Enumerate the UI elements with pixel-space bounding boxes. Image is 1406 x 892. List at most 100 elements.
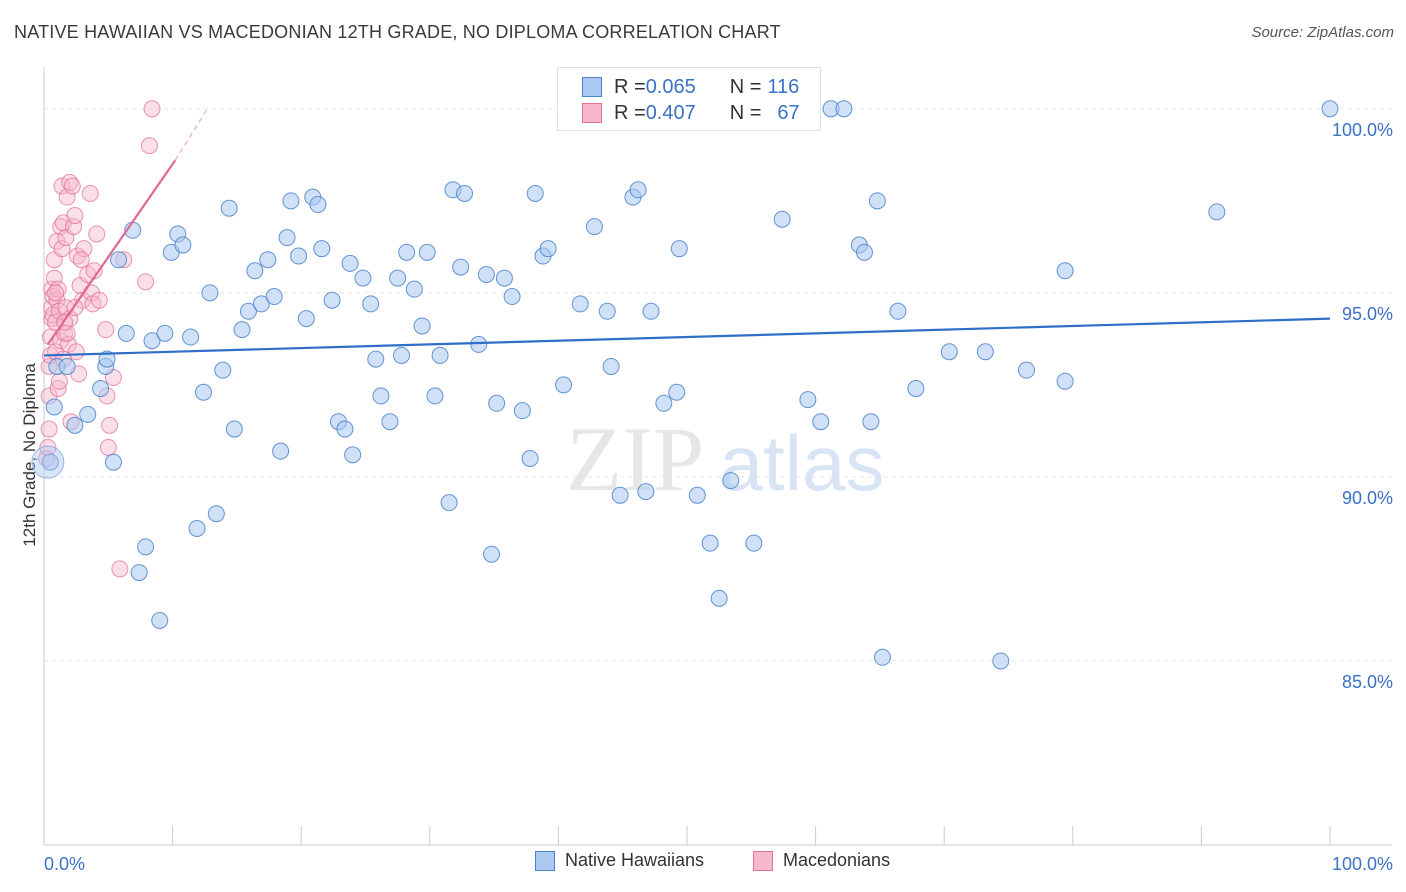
data-point-native-hawaiians: [344, 446, 362, 464]
data-point-native-hawaiians: [426, 387, 444, 405]
data-point-native-hawaiians: [571, 295, 589, 313]
data-point-native-hawaiians: [130, 564, 148, 582]
data-point-macedonians: [140, 137, 158, 155]
trend-lines: [43, 108, 1331, 357]
y-tick-label: 90.0%: [1342, 488, 1393, 508]
data-point-native-hawaiians: [98, 350, 116, 368]
data-point-native-hawaiians: [452, 258, 470, 276]
data-point-macedonians: [45, 269, 63, 287]
data-point-macedonians: [99, 438, 117, 456]
data-point-native-hawaiians: [670, 240, 688, 258]
data-point-native-hawaiians: [745, 534, 763, 552]
y-tick-label: 85.0%: [1342, 672, 1393, 692]
legend-r-label: R =: [614, 75, 646, 98]
x-tick-label: 100.0%: [1332, 854, 1393, 874]
legend-n-value: 67: [777, 101, 800, 124]
data-point-native-hawaiians: [710, 589, 728, 607]
data-point-native-hawaiians: [389, 269, 407, 287]
data-point-native-hawaiians: [440, 494, 458, 512]
data-point-native-hawaiians: [799, 391, 817, 409]
source-credit: Source: ZipAtlas.com: [1251, 24, 1394, 41]
data-point-native-hawaiians: [225, 420, 243, 438]
data-point-native-hawaiians: [1056, 372, 1074, 390]
gridlines: [44, 108, 1392, 662]
data-point-native-hawaiians: [372, 387, 390, 405]
tick-labels: 100.0% 95.0% 90.0% 85.0% 0.0% 100.0%: [44, 120, 1393, 874]
data-point-native-hawaiians: [381, 413, 399, 431]
data-point-native-hawaiians: [555, 376, 573, 394]
data-point-macedonians: [50, 372, 68, 390]
data-point-macedonians: [101, 416, 119, 434]
data-point-native-hawaiians: [313, 240, 331, 258]
axes: [43, 67, 1392, 846]
data-point-native-hawaiians: [282, 192, 300, 210]
legend-n-label: N =: [729, 101, 762, 124]
data-point-native-hawaiians: [233, 321, 251, 339]
data-point-native-hawaiians: [835, 100, 853, 118]
data-point-native-hawaiians: [31, 445, 65, 479]
data-point-macedonians: [111, 560, 129, 578]
y-tick-label: 95.0%: [1342, 304, 1393, 324]
data-point-native-hawaiians: [207, 505, 225, 523]
data-point-native-hawaiians: [265, 288, 283, 306]
data-point-native-hawaiians: [413, 317, 431, 335]
watermark-atlas: atlas: [720, 419, 885, 507]
legend-label: Macedonians: [783, 850, 891, 870]
data-point-native-hawaiians: [629, 181, 647, 199]
data-point-native-hawaiians: [151, 611, 169, 629]
data-point-native-hawaiians: [354, 269, 372, 287]
data-point-native-hawaiians: [521, 450, 539, 467]
data-point-macedonians: [53, 240, 71, 258]
data-point-native-hawaiians: [488, 394, 506, 412]
data-point-macedonians: [66, 207, 84, 225]
series-native-hawaiians: [31, 100, 1339, 670]
data-point-native-hawaiians: [220, 199, 238, 217]
data-point-macedonians: [58, 324, 76, 342]
y-tick-label: 100.0%: [1332, 120, 1393, 140]
data-point-native-hawaiians: [868, 192, 886, 210]
data-point-native-hawaiians: [137, 538, 155, 556]
data-point-native-hawaiians: [174, 236, 192, 254]
data-point-native-hawaiians: [862, 413, 880, 431]
data-point-native-hawaiians: [214, 361, 232, 379]
data-point-native-hawaiians: [252, 295, 270, 313]
data-point-native-hawaiians: [418, 243, 436, 261]
data-point-macedonians: [90, 291, 108, 309]
data-point-native-hawaiians: [688, 486, 706, 504]
data-point-native-hawaiians: [194, 383, 212, 401]
data-point-native-hawaiians: [156, 324, 174, 342]
data-point-native-hawaiians: [503, 288, 521, 306]
data-point-native-hawaiians: [495, 269, 513, 287]
legend-swatch-blue: [535, 850, 555, 871]
data-point-native-hawaiians: [272, 442, 290, 460]
legend-swatch-blue: [582, 77, 602, 97]
data-point-macedonians: [88, 225, 106, 243]
data-point-native-hawaiians: [336, 420, 354, 438]
data-point-native-hawaiians: [992, 652, 1010, 670]
data-point-macedonians: [143, 100, 161, 118]
trend-line-macedonians: [46, 159, 177, 346]
data-point-native-hawaiians: [585, 218, 603, 236]
trend-line-macedonians-extension: [174, 108, 208, 161]
data-point-native-hawaiians: [41, 453, 59, 471]
data-point-macedonians: [67, 343, 85, 361]
data-point-native-hawaiians: [188, 519, 206, 537]
data-point-native-hawaiians: [1056, 262, 1074, 280]
series-legend: Native Hawaiians Macedonians: [0, 850, 1406, 878]
data-point-native-hawaiians: [309, 196, 327, 214]
data-point-native-hawaiians: [513, 402, 531, 420]
data-point-native-hawaiians: [976, 343, 994, 361]
legend-label: Native Hawaiians: [565, 850, 705, 870]
data-point-native-hawaiians: [889, 302, 907, 320]
data-point-native-hawaiians: [92, 380, 110, 398]
data-point-native-hawaiians: [117, 324, 135, 342]
legend-swatch-pink: [582, 103, 602, 123]
data-point-native-hawaiians: [470, 335, 488, 353]
data-point-macedonians: [63, 177, 81, 195]
data-point-native-hawaiians: [1321, 100, 1339, 118]
trend-line-native-hawaiians: [43, 317, 1331, 357]
data-point-native-hawaiians: [45, 398, 63, 416]
data-point-native-hawaiians: [362, 295, 380, 313]
data-point-native-hawaiians: [483, 545, 501, 563]
data-point-native-hawaiians: [431, 346, 449, 364]
